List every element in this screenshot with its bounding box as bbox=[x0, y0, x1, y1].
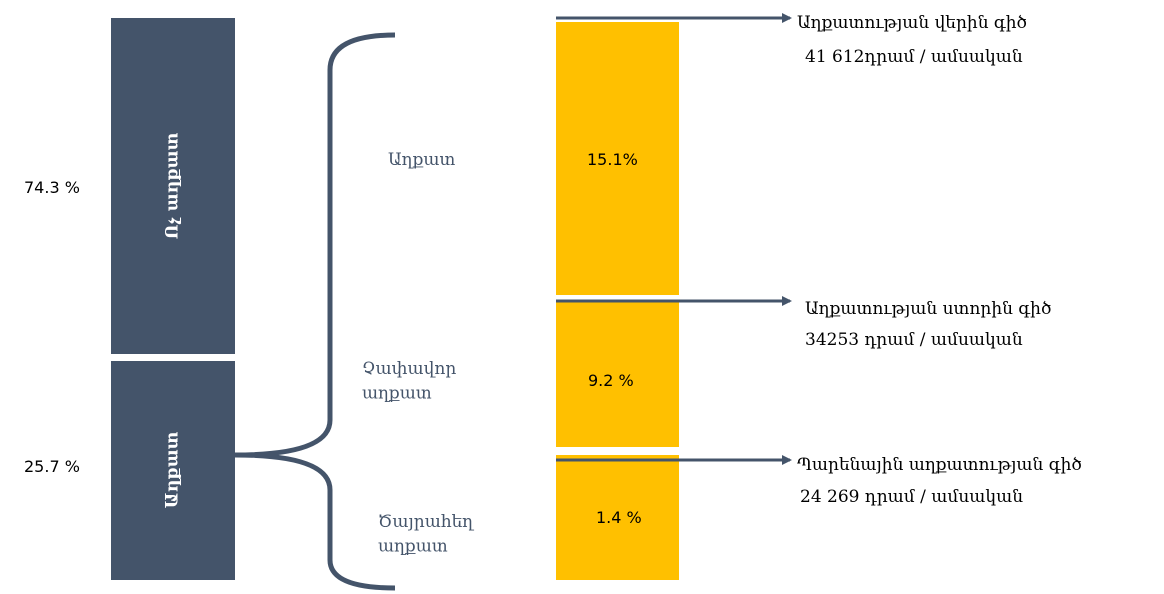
level-bar bbox=[556, 300, 679, 447]
level-bar bbox=[556, 455, 679, 580]
poor-bar bbox=[111, 361, 235, 580]
line-amount: 34253 դրամ / ամսական bbox=[805, 330, 1023, 350]
group-share: 74.3 % bbox=[24, 178, 80, 197]
line-name: Աղքատության ստորին գիծ bbox=[805, 299, 1051, 319]
line-name: Պարենային աղքատության գիծ bbox=[797, 455, 1082, 475]
level-label: Չափավոր աղքատ bbox=[362, 359, 456, 404]
level-share: 15.1% bbox=[587, 150, 638, 169]
brace bbox=[234, 32, 396, 591]
group-share: 25.7 % bbox=[24, 457, 80, 476]
line-amount: 41 612դրամ / ամսական bbox=[805, 47, 1023, 67]
level-label: Աղքատ bbox=[388, 150, 456, 170]
line-name: Աղքատության վերին գիծ bbox=[797, 13, 1027, 33]
line-amount: 24 269 դրամ / ամսական bbox=[800, 487, 1023, 507]
non-poor-bar bbox=[111, 18, 235, 354]
group-label: Աղքատ bbox=[163, 431, 183, 508]
group-label: Ոչ աղքատ bbox=[163, 132, 183, 239]
level-label: Ծայրահեղ աղքատ bbox=[378, 512, 474, 557]
level-bar bbox=[556, 22, 679, 295]
level-share: 1.4 % bbox=[596, 508, 642, 527]
level-share: 9.2 % bbox=[588, 371, 634, 390]
